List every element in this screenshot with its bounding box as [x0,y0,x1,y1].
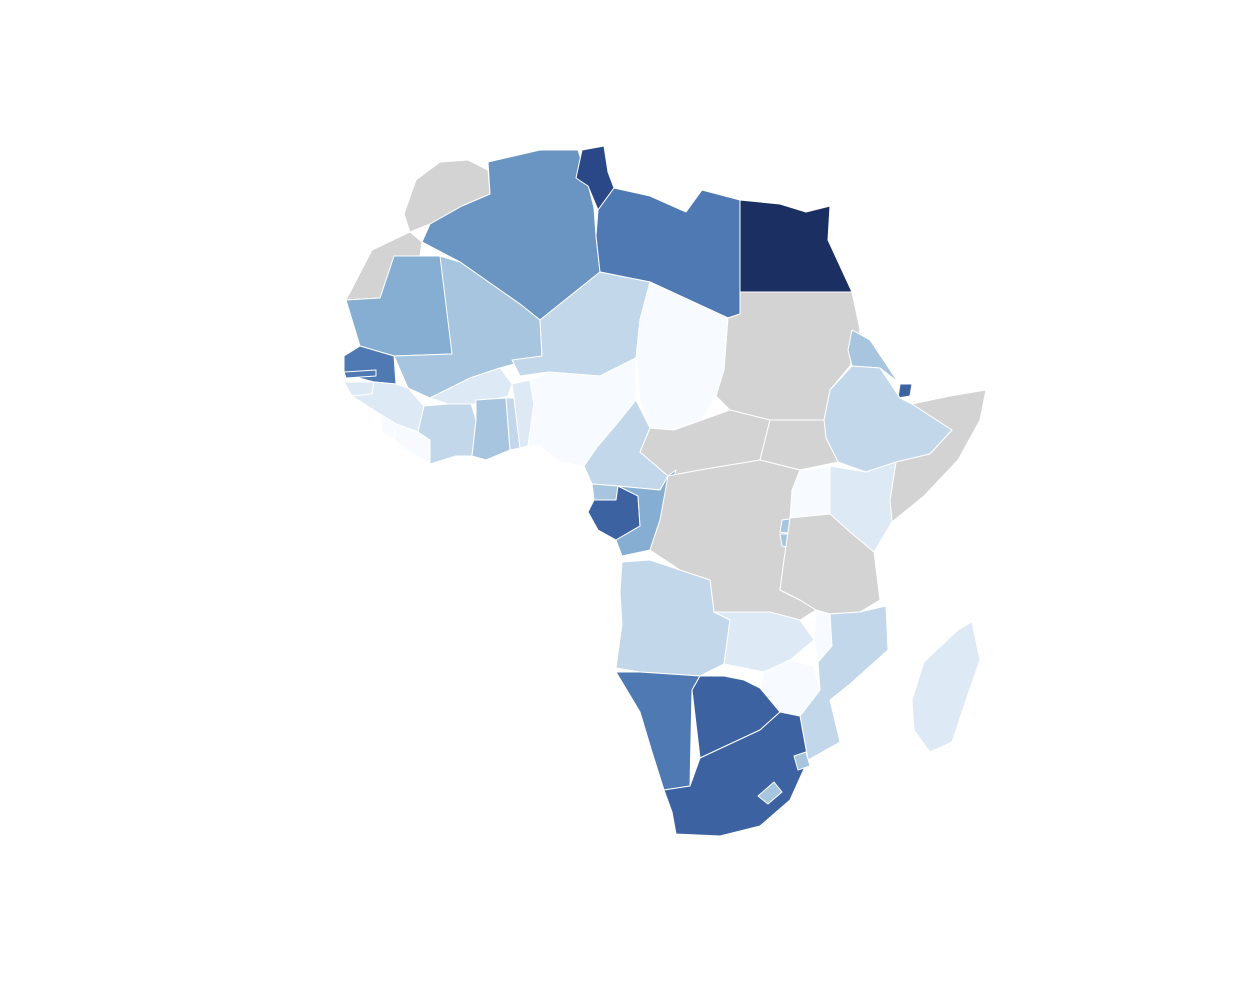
country-namibia [615,671,701,791]
country-somalia [889,389,987,523]
country-gambia [343,369,377,379]
country-ghana [471,397,511,461]
country-zambia [713,611,815,673]
country-lesotho [757,781,783,805]
country-dr-congo [649,459,817,621]
country-south-africa [663,711,809,837]
country-mozambique [799,605,889,761]
country-madagascar [911,621,981,753]
country-equatorial-guinea [591,483,619,501]
country-burkina-faso [429,367,513,405]
country-djibouti [897,383,913,399]
country-egypt [739,199,853,293]
country-eswatini [793,751,811,771]
